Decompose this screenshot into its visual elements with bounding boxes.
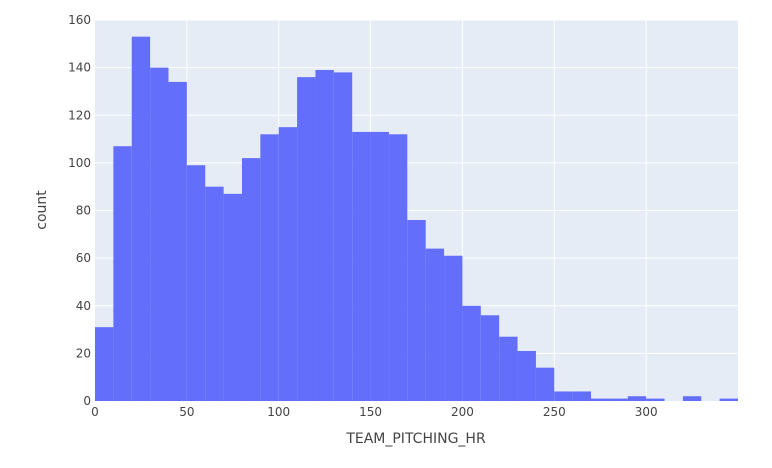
histogram-bar <box>168 81 187 401</box>
y-tick-label: 20 <box>76 346 91 360</box>
histogram-bar <box>315 70 334 401</box>
histogram-bar <box>352 131 371 401</box>
histogram-bar <box>333 72 353 401</box>
y-tick-label: 140 <box>68 61 91 75</box>
histogram-bar <box>278 127 298 401</box>
histogram-bar <box>554 391 573 401</box>
histogram-bar <box>131 36 151 401</box>
x-tick-label: 200 <box>451 405 474 419</box>
histogram-bar <box>297 77 316 402</box>
histogram-bar <box>113 146 132 401</box>
x-tick-label: 300 <box>635 405 658 419</box>
histogram-bar <box>609 398 628 401</box>
histogram-bar <box>480 315 500 401</box>
histogram-bar <box>388 134 408 402</box>
histogram-bar <box>682 396 702 401</box>
histogram-bar <box>150 67 169 401</box>
x-tick-label: 150 <box>359 405 382 419</box>
y-tick-label: 0 <box>83 394 91 408</box>
y-tick-label: 80 <box>76 204 91 218</box>
histogram-bar <box>223 193 242 401</box>
histogram-bar <box>462 305 481 401</box>
x-axis-title: TEAM_PITCHING_HR <box>345 431 486 447</box>
histogram-bar <box>205 186 224 401</box>
histogram-bar <box>241 158 261 401</box>
histogram-bar <box>370 131 389 401</box>
histogram-bar <box>627 396 647 401</box>
histogram-bar <box>95 327 114 401</box>
histogram-bar <box>444 255 463 401</box>
histogram-bar <box>517 350 536 401</box>
histogram-bar <box>499 336 518 401</box>
histogram-bar <box>425 248 445 401</box>
y-tick-label: 120 <box>68 108 91 122</box>
histogram-bar <box>260 134 279 402</box>
bars <box>95 36 738 402</box>
histogram-bar <box>535 367 555 401</box>
x-tick-labels: 0 50 100 150 200 250 300 <box>91 405 657 419</box>
y-tick-label: 60 <box>76 251 91 265</box>
x-tick-label: 50 <box>179 405 194 419</box>
y-tick-label: 40 <box>76 299 91 313</box>
histogram-bar <box>646 398 665 401</box>
histogram-bar <box>186 165 206 401</box>
x-tick-label: 250 <box>543 405 566 419</box>
y-axis-title: count <box>34 190 50 230</box>
y-tick-labels: 0 20 40 60 80 100 120 140 160 <box>68 13 91 408</box>
histogram-bar <box>719 398 738 401</box>
histogram-bar <box>572 391 592 401</box>
x-tick-label: 0 <box>91 405 99 419</box>
y-tick-label: 100 <box>68 156 91 170</box>
x-tick-label: 100 <box>267 405 290 419</box>
histogram-bar <box>407 220 426 401</box>
histogram-bar <box>591 398 610 401</box>
y-tick-label: 160 <box>68 13 91 27</box>
